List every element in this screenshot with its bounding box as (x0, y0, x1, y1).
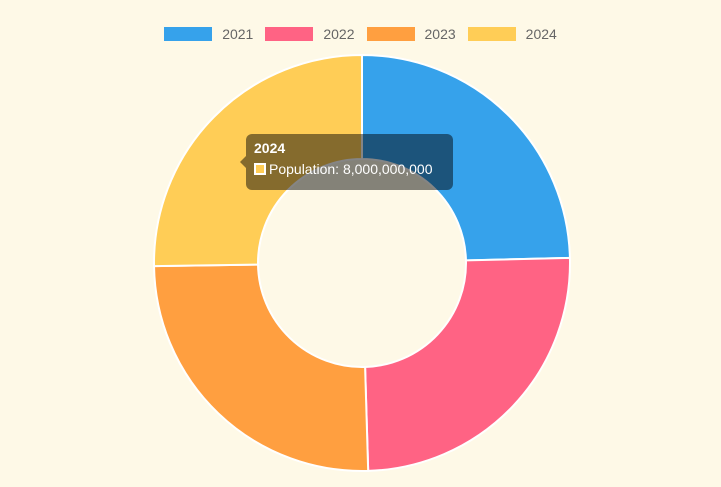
legend-item-2023[interactable]: 2023 (366, 26, 456, 42)
legend-label: 2024 (525, 26, 557, 42)
legend-swatch (265, 27, 314, 41)
legend-swatch (164, 27, 213, 41)
doughnut-slice-2022[interactable] (364, 256, 571, 472)
legend-label: 2021 (222, 26, 254, 42)
tooltip-color-box (254, 163, 266, 175)
doughnut-slice-2023[interactable] (153, 263, 370, 472)
legend-swatch (366, 27, 415, 41)
chart-legend: 2021 2022 2023 2024 (0, 24, 721, 44)
tooltip-title: 2024 (254, 140, 286, 156)
doughnut-slice-2021[interactable] (361, 53, 571, 262)
doughnut-slice-2024[interactable] (153, 53, 363, 268)
legend-item-2022[interactable]: 2022 (265, 26, 355, 42)
legend-swatch (467, 27, 516, 41)
legend-label: 2023 (424, 26, 456, 42)
legend-label: 2022 (323, 26, 355, 42)
chart-tooltip: 2024 Population: 8,000,000,000 (240, 134, 453, 190)
legend-item-2021[interactable]: 2021 (164, 26, 253, 42)
legend-item-2024[interactable]: 2024 (467, 26, 557, 42)
tooltip-label: Population: 8,000,000,000 (269, 161, 433, 177)
tooltip-row: Population: 8,000,000,000 (254, 161, 445, 177)
